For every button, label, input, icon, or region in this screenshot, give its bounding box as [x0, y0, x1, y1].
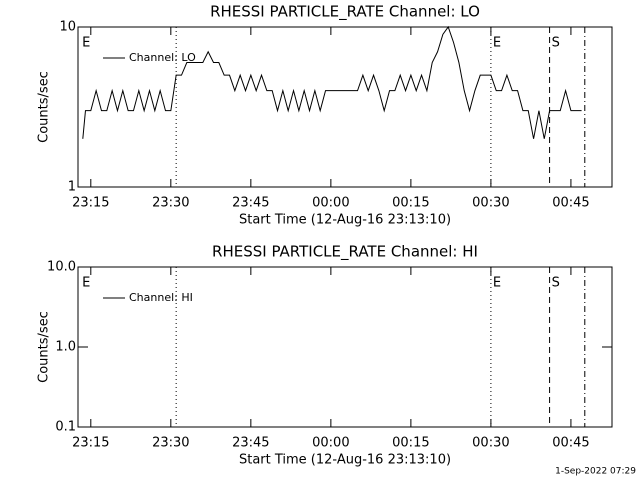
- chart-title: RHESSI PARTICLE_RATE Channel: HI: [212, 243, 478, 262]
- x-tick-label: 23:15: [72, 436, 109, 451]
- legend-label: Channel: LO: [129, 51, 196, 64]
- x-tick-label: 23:15: [72, 196, 109, 211]
- y-tick-label: 0.1: [55, 420, 76, 435]
- x-tick-label: 00:00: [312, 196, 349, 211]
- x-tick-label: 00:30: [472, 196, 509, 211]
- plot-frame: [77, 26, 613, 188]
- x-tick-label: 00:00: [312, 436, 349, 451]
- event-label: S: [552, 276, 560, 291]
- y-tick-label: 1: [68, 180, 76, 195]
- x-tick-label: 23:30: [152, 436, 189, 451]
- x-tick-label: 00:15: [392, 196, 429, 211]
- event-label: E: [493, 36, 501, 51]
- x-tick-label: 00:45: [552, 196, 589, 211]
- x-tick-label: 00:30: [472, 436, 509, 451]
- x-tick-label: 23:45: [232, 436, 269, 451]
- y-axis-label: Counts/sec: [37, 71, 52, 143]
- y-axis-label: Counts/sec: [37, 311, 52, 383]
- legend-label: Channel: HI: [129, 291, 193, 304]
- event-label: E: [493, 276, 501, 291]
- x-axis-label: Start Time (12-Aug-16 23:13:10): [239, 453, 451, 468]
- event-label: E: [82, 36, 90, 51]
- x-tick-label: 00:15: [392, 436, 429, 451]
- data-line: [82, 25, 582, 139]
- chart-title: RHESSI PARTICLE_RATE Channel: LO: [210, 3, 480, 22]
- footer: 1-Sep-2022 07:29: [555, 467, 636, 477]
- y-tick-label: 1.0: [55, 340, 76, 355]
- x-tick-label: 23:30: [152, 196, 189, 211]
- event-label: E: [82, 276, 90, 291]
- x-tick-label: 00:45: [552, 436, 589, 451]
- y-tick-label: 10.0: [47, 260, 76, 275]
- y-tick-label: 10: [59, 20, 76, 35]
- x-tick-label: 23:45: [232, 196, 269, 211]
- event-label: S: [552, 36, 560, 51]
- x-axis-label: Start Time (12-Aug-16 23:13:10): [239, 213, 451, 228]
